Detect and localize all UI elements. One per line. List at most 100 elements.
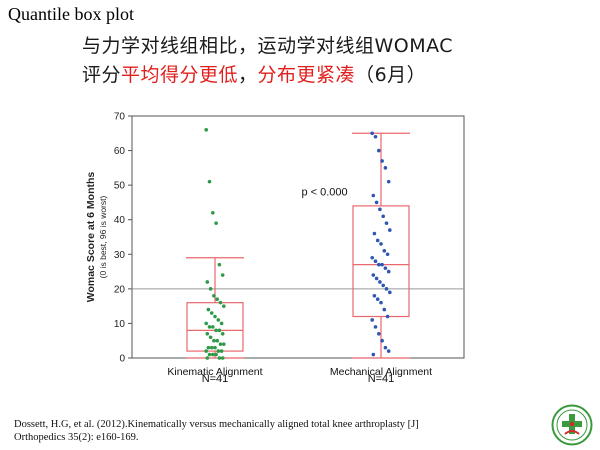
data-point — [212, 293, 216, 298]
data-point — [370, 131, 375, 136]
data-point — [379, 242, 383, 246]
data-point — [206, 307, 211, 312]
data-point — [380, 338, 384, 343]
data-point — [381, 214, 386, 219]
slide-title: Quantile box plot — [8, 4, 134, 24]
data-point — [378, 207, 382, 212]
headline-line-2: 评分平均得分更低，分布更紧凑（6月） — [82, 61, 453, 90]
x-category-label: Mechanical Alignment — [330, 366, 432, 378]
headline-text-a: 评分 — [82, 64, 122, 86]
data-point — [386, 269, 391, 274]
data-point — [215, 297, 219, 302]
data-point — [217, 328, 222, 333]
data-point — [222, 304, 226, 308]
data-point — [211, 325, 215, 329]
y-tick-label: 30 — [114, 250, 126, 261]
data-point — [207, 352, 212, 357]
headline-highlight-lower-score: 平均得分更低 — [121, 64, 239, 86]
data-point — [217, 262, 222, 267]
data-point — [375, 297, 380, 302]
y-tick-label: 70 — [114, 112, 126, 123]
data-point — [206, 345, 211, 350]
data-point — [216, 318, 221, 322]
hospital-emblem-icon — [551, 404, 593, 446]
y-tick-label: 50 — [114, 181, 126, 192]
data-point — [218, 300, 223, 305]
headline: 与力学对线组相比，运动学对线组WOMAC 评分平均得分更低，分布更紧凑（6月） — [82, 32, 453, 90]
data-point — [214, 221, 218, 225]
box-plot-svg: 0 10 20 30 40 50 60 70 Womac Score at 6 Months (0… — [85, 112, 465, 385]
data-point — [372, 231, 377, 236]
y-tick-label: 0 — [119, 354, 125, 365]
data-point — [379, 300, 383, 305]
data-point — [216, 349, 221, 353]
data-point — [370, 255, 375, 260]
y-tick-label: 60 — [114, 146, 126, 157]
data-point — [385, 252, 390, 257]
data-point — [214, 352, 218, 357]
data-point — [385, 314, 390, 319]
data-point — [377, 148, 381, 153]
data-point — [205, 280, 210, 284]
data-point — [374, 276, 379, 281]
data-point — [371, 273, 376, 277]
p-value-annotation: p < 0.000 — [301, 187, 347, 199]
data-point — [377, 332, 381, 336]
data-point — [204, 321, 208, 326]
data-point — [373, 134, 378, 139]
headline-highlight-compact: 分布更紧凑 — [257, 64, 356, 86]
data-point — [382, 307, 387, 312]
data-point — [371, 193, 376, 198]
citation: Dossett, H.G, et al. (2012).Kinematicall… — [14, 418, 419, 444]
headline-comma: ， — [238, 64, 258, 86]
headline-text-month: （6月） — [355, 64, 427, 86]
x-category-label: Kinematic Alignment — [167, 366, 262, 378]
y-tick-label: 10 — [114, 319, 126, 330]
data-point — [213, 345, 217, 350]
data-point — [215, 338, 219, 343]
data-point — [211, 211, 215, 215]
data-point — [370, 318, 375, 322]
data-point — [378, 280, 382, 284]
data-point — [380, 159, 384, 163]
data-point — [372, 293, 377, 298]
data-point — [371, 352, 376, 357]
n-label: N=41 — [202, 373, 229, 385]
box-iqr — [352, 205, 410, 318]
data-point — [388, 290, 392, 295]
data-point — [384, 221, 389, 225]
data-point — [207, 179, 212, 184]
box-iqr — [186, 302, 244, 352]
data-point — [374, 200, 379, 205]
data-point — [383, 345, 388, 350]
box-plot-chart: 0 10 20 30 40 50 60 70 Womac Score at 6 Months (0… — [80, 108, 480, 386]
citation-line-2: Orthopedics 35(2): e160-169. — [14, 432, 139, 443]
data-point — [373, 259, 378, 263]
data-point — [388, 228, 392, 232]
data-point — [207, 325, 212, 329]
data-point — [205, 332, 210, 336]
data-point — [218, 342, 223, 346]
data-point — [219, 321, 224, 326]
data-point — [213, 314, 217, 319]
data-point — [383, 166, 388, 170]
citation-line-1: Dossett, H.G, et al. (2012).Kinematicall… — [14, 419, 419, 430]
data-point — [209, 345, 214, 350]
data-point — [220, 356, 225, 360]
data-point — [380, 262, 384, 267]
data-point — [381, 283, 386, 288]
plot-frame — [131, 115, 465, 359]
data-point — [219, 349, 224, 353]
data-point — [214, 328, 218, 333]
data-point — [204, 128, 208, 132]
y-axis-label: Womac Score at 6 Months — [85, 172, 97, 303]
data-point — [222, 342, 226, 346]
data-point — [384, 287, 389, 291]
y-tick-label: 40 — [114, 215, 126, 226]
data-point — [386, 179, 391, 184]
data-point — [382, 249, 387, 253]
data-point — [373, 325, 378, 329]
y-axis-sublabel: (0 is best, 96 is worst) — [98, 196, 108, 279]
y-tick-label: 20 — [114, 284, 126, 295]
data-point — [205, 356, 210, 360]
